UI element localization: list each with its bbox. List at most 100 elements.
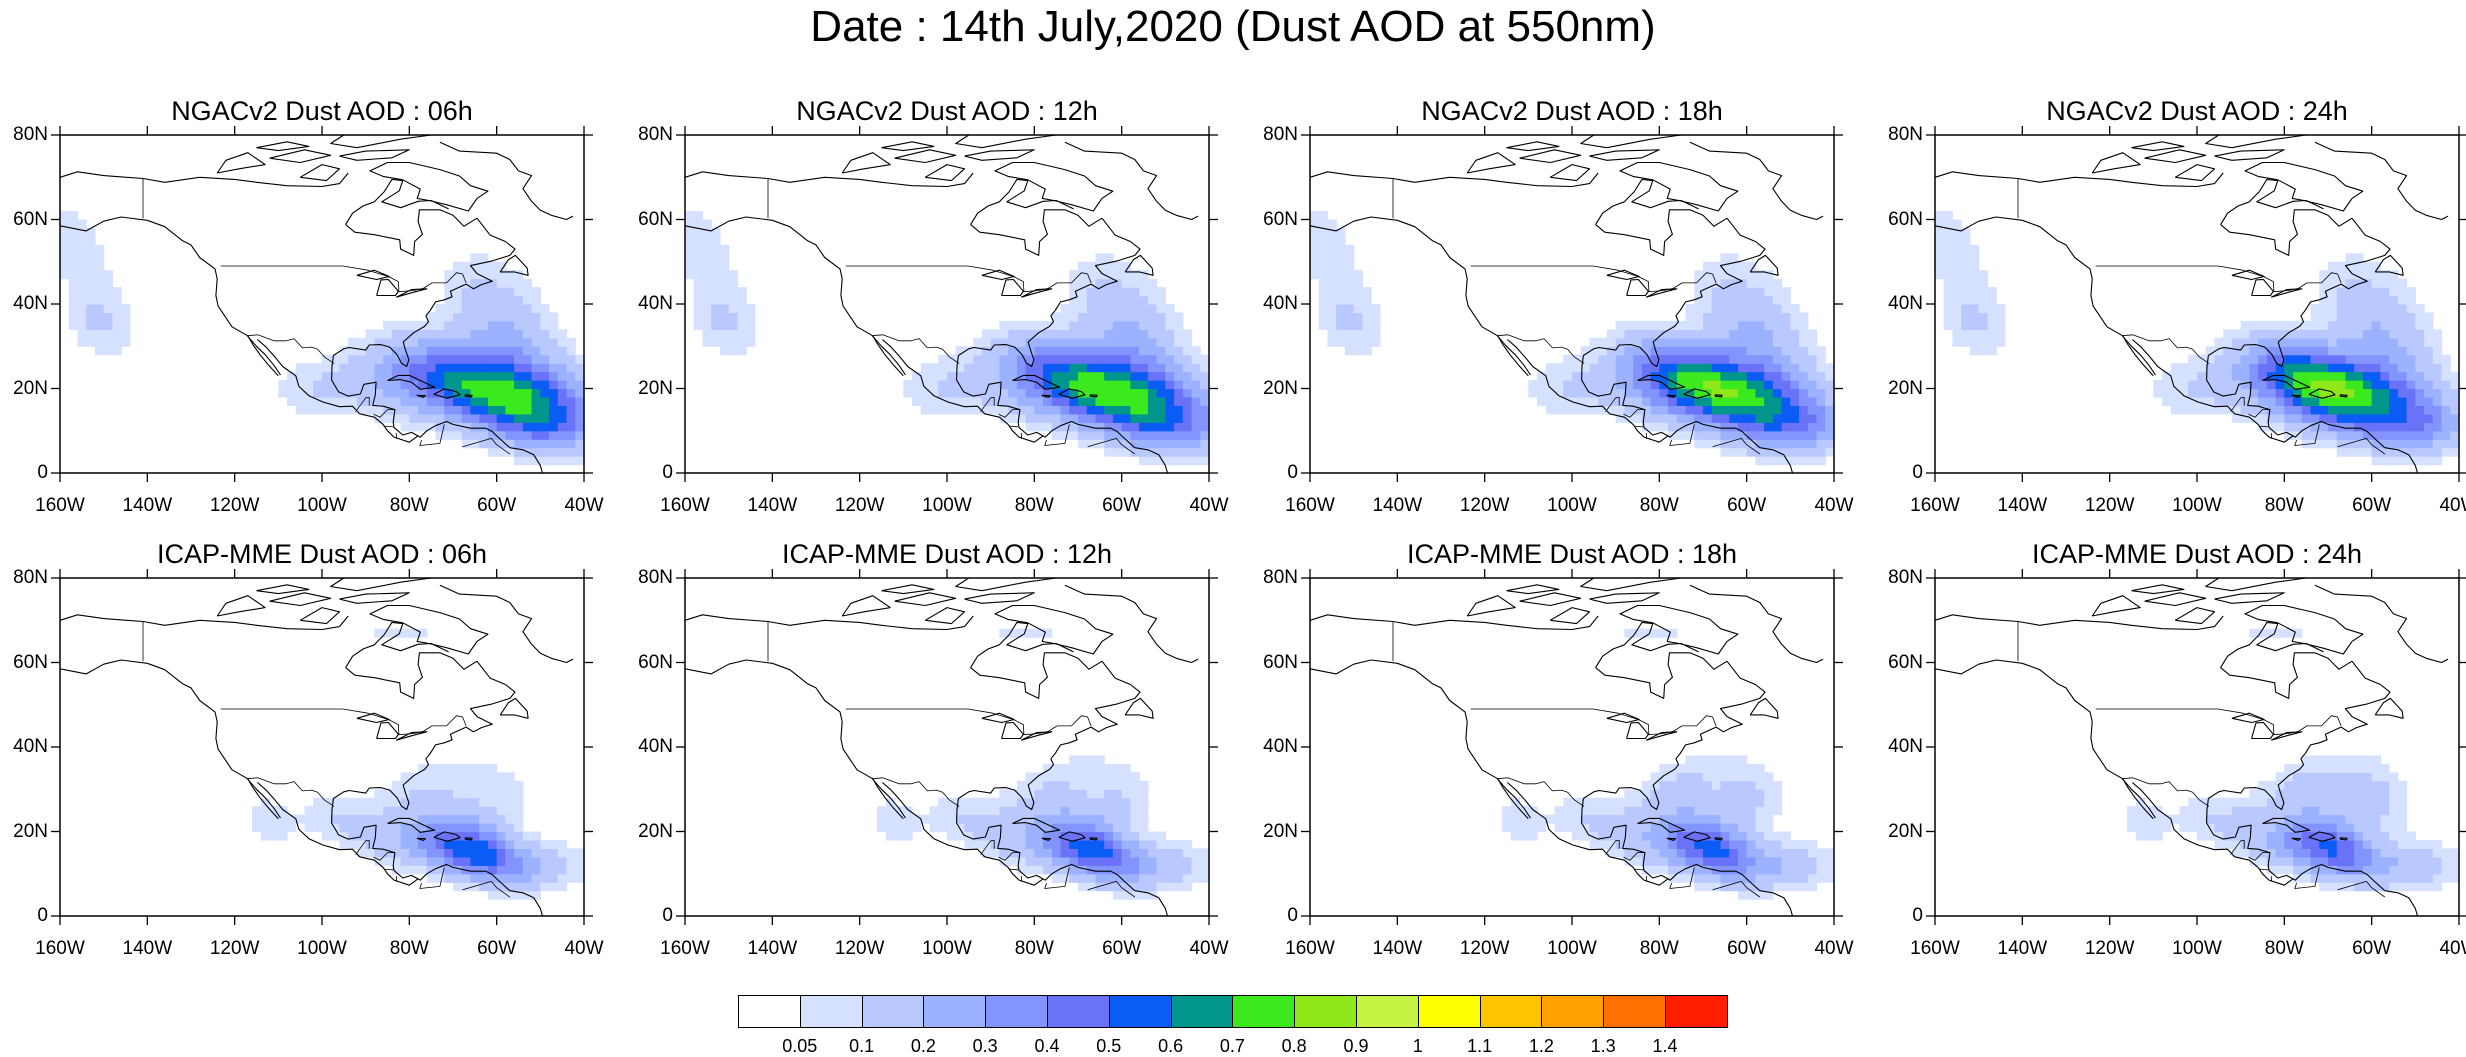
aod-cell	[1200, 439, 1210, 449]
aod-cell	[1799, 413, 1809, 423]
aod-cell	[711, 287, 721, 297]
coastline	[2262, 817, 2311, 833]
aod-cell	[1703, 772, 1713, 782]
aod-cell	[575, 447, 585, 457]
aod-cell	[920, 371, 931, 381]
aod-cell	[505, 865, 515, 875]
aod-cell	[453, 278, 463, 288]
aod-cell	[1703, 430, 1713, 440]
aod-cell	[304, 396, 314, 406]
country-border	[1497, 777, 1585, 807]
aod-cell	[1729, 447, 1739, 457]
aod-cell	[461, 806, 472, 816]
aod-cell	[2240, 388, 2250, 398]
aod-cell	[1825, 439, 1835, 449]
aod-cell	[409, 396, 419, 406]
aod-cell	[2188, 396, 2198, 406]
aod-cell	[1086, 304, 1097, 314]
aod-cell	[1668, 865, 1678, 875]
aod-cell	[514, 848, 524, 858]
aod-cell	[2432, 422, 2443, 432]
aod-cell	[1318, 236, 1329, 246]
aod-cell	[2397, 814, 2408, 824]
coastline	[299, 164, 341, 182]
aod-cell	[999, 823, 1009, 833]
aod-cell	[1790, 430, 1800, 440]
aod-cell	[1016, 780, 1027, 790]
aod-cell	[1633, 329, 1643, 339]
aod-cell	[2345, 780, 2355, 790]
aod-cell	[1996, 329, 2006, 339]
aod-cell	[1755, 873, 1765, 883]
aod-cell	[719, 270, 730, 280]
aod-cell	[1016, 789, 1027, 799]
aod-cell	[1112, 447, 1123, 457]
aod-cell	[1825, 405, 1835, 415]
aod-cell	[1711, 405, 1722, 415]
aod-cell	[2328, 806, 2338, 816]
aod-cell	[1016, 329, 1027, 339]
aod-cell	[999, 814, 1009, 824]
aod-cell	[1737, 312, 1748, 322]
aod-cell	[1112, 278, 1123, 288]
aod-cell	[1008, 320, 1018, 330]
aod-cell	[1711, 814, 1722, 824]
aod-cell	[1174, 354, 1184, 364]
aod-cell	[322, 806, 332, 816]
aod-cell	[1200, 856, 1210, 866]
aod-cell	[1104, 848, 1114, 858]
aod-cell	[1336, 244, 1346, 254]
aod-cell	[2371, 772, 2381, 782]
aod-cell	[1165, 430, 1175, 440]
colorbar-label: 0.9	[1343, 1036, 1369, 1056]
aod-cell	[1641, 856, 1652, 866]
aod-cell	[260, 806, 271, 816]
aod-cell	[453, 329, 463, 339]
aod-cell	[461, 430, 472, 440]
aod-cell	[2389, 797, 2399, 807]
aod-cell	[383, 797, 393, 807]
aod-cell	[2293, 780, 2303, 790]
aod-cell	[1112, 814, 1123, 824]
aod-cell	[2389, 354, 2399, 364]
aod-cell	[1130, 413, 1140, 423]
coastline	[1645, 731, 1678, 741]
aod-cell	[2354, 304, 2364, 314]
aod-cell	[1650, 388, 1660, 398]
lat-tick-label: 0	[1287, 905, 1298, 926]
aod-cell	[1952, 304, 1962, 314]
aod-cell	[1952, 236, 1962, 246]
aod-cell	[1952, 244, 1962, 254]
aod-cell	[1572, 388, 1582, 398]
aod-cell	[1327, 320, 1337, 330]
aod-cell	[1130, 388, 1140, 398]
aod-cell	[1987, 329, 1997, 339]
aod-cell	[505, 839, 515, 849]
aod-cell	[2284, 405, 2294, 415]
aod-cell	[2424, 456, 2434, 466]
aod-cell	[1737, 797, 1748, 807]
aod-cell	[1060, 839, 1070, 849]
aod-cell	[912, 396, 922, 406]
aod-cell	[2284, 396, 2294, 406]
aod-cell	[1737, 831, 1748, 841]
aod-cell	[444, 422, 454, 432]
aod-cell	[999, 363, 1009, 373]
aod-cell	[1816, 430, 1826, 440]
aod-cell	[435, 337, 445, 347]
aod-cell	[2354, 439, 2364, 449]
aod-cell	[426, 848, 437, 858]
aod-cell	[1069, 755, 1079, 765]
aod-cell	[2197, 388, 2207, 398]
aod-cell	[313, 396, 323, 406]
aod-cell	[999, 320, 1009, 330]
colorbar-label: 0.5	[1096, 1036, 1122, 1056]
aod-cell	[1139, 882, 1149, 892]
aod-cell	[1694, 789, 1704, 799]
aod-cell	[1598, 380, 1608, 390]
aod-cell	[2293, 405, 2303, 415]
aod-cell	[435, 413, 445, 423]
aod-cell	[1174, 447, 1184, 457]
aod-cell	[549, 873, 559, 883]
aod-cell	[1139, 354, 1149, 364]
